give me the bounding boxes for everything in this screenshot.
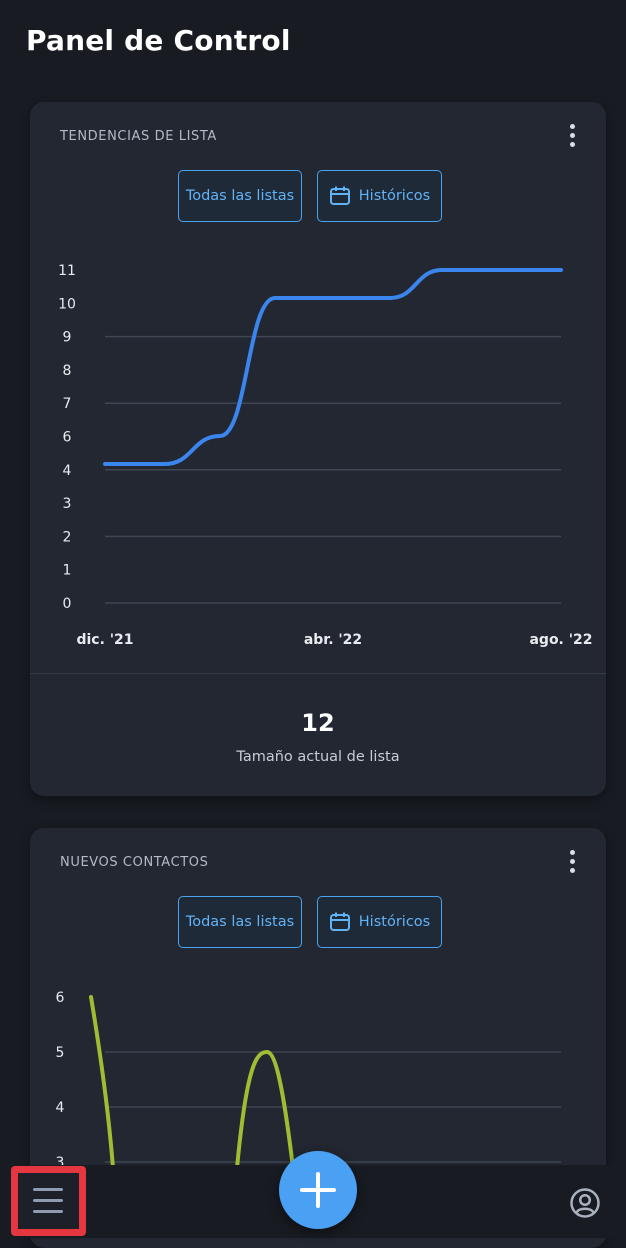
more-options-icon[interactable] [564, 848, 580, 876]
all-lists-button[interactable]: Todas las listas [178, 896, 302, 948]
y-tick-label: 6 [63, 430, 72, 446]
y-tick-label: 9 [63, 330, 72, 346]
y-tick-label: 10 [58, 296, 76, 312]
x-tick-label: dic. '21 [76, 632, 133, 648]
y-tick-label: 2 [63, 529, 72, 545]
y-tick-label: 3 [56, 1155, 65, 1171]
y-tick-label: 7 [63, 396, 72, 412]
y-tick-label: 6 [56, 990, 65, 1006]
y-tick-label: 11 [58, 263, 76, 279]
history-button[interactable]: Históricos [317, 170, 442, 222]
page-title: Panel de Control [26, 24, 291, 57]
x-tick-label: ago. '22 [529, 632, 592, 648]
y-tick-label: 3 [63, 496, 72, 512]
card-title: TENDENCIAS DE LISTA [60, 129, 217, 144]
menu-button[interactable] [11, 1166, 86, 1236]
series-line [103, 268, 563, 466]
series-line [89, 995, 295, 1170]
more-options-icon[interactable] [564, 122, 580, 150]
history-label: Históricos [358, 914, 431, 930]
x-tick-label: abr. '22 [304, 632, 362, 648]
calendar-icon [329, 185, 351, 207]
history-button[interactable]: Históricos [317, 896, 442, 948]
add-button[interactable] [279, 1151, 357, 1229]
y-tick-label: 0 [63, 596, 72, 612]
user-circle-icon [570, 1188, 600, 1218]
hamburger-menu-icon [18, 1173, 79, 1229]
card-title: NUEVOS CONTACTOS [60, 855, 209, 870]
y-tick-label: 1 [63, 563, 72, 579]
divider [30, 673, 606, 674]
list-trends-card: TENDENCIAS DE LISTA Todas las listas His… [30, 102, 606, 796]
all-lists-button[interactable]: Todas las listas [178, 170, 302, 222]
calendar-icon [329, 911, 351, 933]
y-tick-label: 8 [63, 363, 72, 379]
all-lists-label: Todas las listas [185, 914, 295, 930]
list-trends-chart: 0 1 2 3 4 6 7 8 9 10 11 dic. '21 abr. '22 ago. '22 [58, 263, 592, 648]
current-list-size-label: Tamaño actual de lista [236, 749, 400, 765]
y-tick-label: 4 [63, 463, 72, 479]
all-lists-label: Todas las listas [185, 188, 295, 204]
history-label: Históricos [358, 188, 431, 204]
current-list-size-value: 12 [301, 709, 335, 737]
profile-button[interactable] [569, 1187, 601, 1219]
y-tick-label: 5 [56, 1045, 65, 1061]
y-tick-label: 4 [56, 1100, 65, 1116]
